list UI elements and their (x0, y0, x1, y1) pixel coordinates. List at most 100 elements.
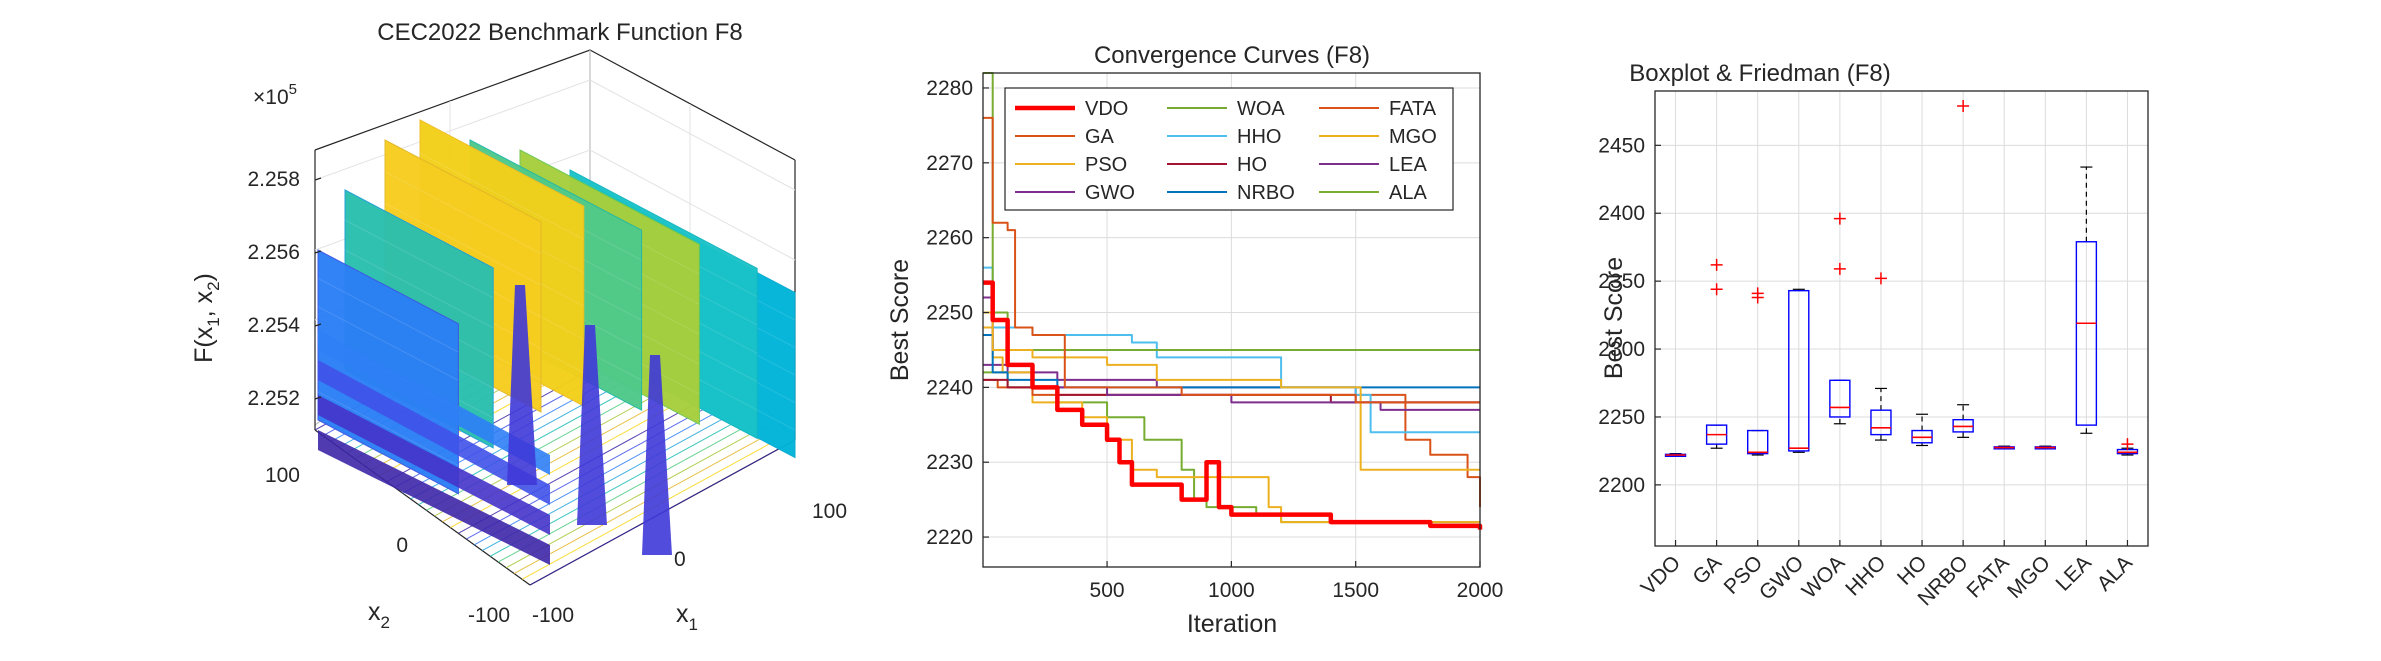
surface-band (317, 391, 459, 466)
surface-z-ticks: 2.258 2.256 2.254 2.252 (247, 168, 322, 410)
y-tick-label: 2350 (1598, 270, 1645, 293)
convergence-y-label: Best Score (886, 259, 914, 381)
y-tick-label: 2300 (1598, 338, 1645, 361)
z-tick: 2.252 (247, 387, 300, 410)
y-tick-label: 2220 (926, 526, 973, 549)
y-tick-label: 2240 (926, 376, 973, 399)
legend-label: ALA (1389, 182, 1427, 204)
boxplot-grid (1655, 91, 2148, 546)
surface-base-band (318, 360, 550, 505)
x-tick-label: GWO (1755, 551, 1808, 604)
y-tick-label: 2280 (926, 77, 973, 100)
contour-line (489, 413, 751, 557)
legend-label: GWO (1085, 182, 1135, 204)
x-tick-label: FATA (1963, 551, 2014, 602)
surface-trough (577, 325, 607, 525)
surface-title: CEC2022 Benchmark Function F8 (377, 19, 743, 46)
surface-base-band (318, 330, 550, 475)
x-tick-label: HHO (1841, 551, 1890, 600)
contour-line (505, 425, 767, 569)
series-line-pso (983, 311, 1480, 471)
legend-label: NRBO (1237, 182, 1295, 204)
x-tick-label: VDO (1637, 551, 1685, 599)
surface-x1-label: x1 (676, 600, 698, 634)
legend-label: PSO (1085, 154, 1127, 176)
y-tick-label: 2200 (1598, 474, 1645, 497)
y-tick-label: 2270 (926, 152, 973, 175)
surface-band (384, 202, 542, 286)
outlier-marker (1710, 258, 1723, 271)
legend-label: WOA (1237, 98, 1285, 120)
surface-band (419, 152, 585, 240)
legend-label: MGO (1389, 126, 1437, 148)
x2-tick: 100 (265, 464, 300, 487)
surface-trough (642, 355, 672, 555)
series-line-ga (983, 116, 1480, 404)
outlier-marker (1957, 99, 1970, 112)
outlier-marker (1874, 272, 1887, 285)
surface-mesh (317, 119, 796, 565)
x-tick-label: LEA (2052, 551, 2096, 595)
x2-tick: 0 (396, 534, 408, 557)
x-tick-label: 1500 (1332, 579, 1379, 602)
boxplot-title: Boxplot & Friedman (F8) (1629, 60, 1890, 87)
y-tick-label: 2250 (926, 302, 973, 325)
y-tick-label: 2450 (1598, 134, 1645, 157)
contour-line (513, 430, 775, 574)
box-hho (1870, 409, 1892, 436)
z-tick: 2.258 (247, 168, 300, 191)
surface-z-label: F(x1, x2) (190, 273, 223, 363)
legend-label: HO (1237, 154, 1267, 176)
box-gwo (1788, 289, 1810, 452)
x1-tick: -100 (532, 604, 574, 627)
contour-line (497, 419, 759, 563)
surface-band (384, 171, 542, 255)
contour-line (474, 402, 735, 546)
outlier-marker (1833, 212, 1846, 225)
legend-label: FATA (1389, 98, 1437, 120)
x-tick-label: 2000 (1457, 579, 1504, 602)
box-woa (1829, 379, 1851, 418)
x-tick-label: MGO (2003, 551, 2055, 603)
y-tick-label: 2400 (1598, 202, 1645, 225)
surface-panel: CEC2022 Benchmark Function F8 2.258 2.25 (190, 19, 847, 634)
z-tick: 2.254 (247, 314, 300, 337)
x1-tick: 0 (674, 548, 686, 571)
y-tick-label: 2230 (926, 451, 973, 474)
series-line-mgo (983, 326, 1480, 524)
x2-tick: -100 (468, 604, 510, 627)
surface-trough (507, 285, 537, 485)
convergence-x-label: Iteration (1187, 610, 1277, 638)
box-pso (1747, 429, 1769, 455)
outlier-marker (2121, 438, 2134, 451)
surface-band (344, 219, 494, 299)
contour-line (481, 408, 743, 551)
boxplot-plot-frame (1654, 90, 2149, 547)
legend-label: LEA (1389, 154, 1427, 176)
boxplot-panel: Boxplot & Friedman (F8) 2200 2250 2300 2350… (1598, 60, 2149, 610)
surface-base-band (318, 430, 550, 565)
surface-band (344, 249, 494, 329)
legend-label: VDO (1085, 98, 1128, 120)
outlier-marker (1833, 262, 1846, 275)
x1-tick: 100 (812, 500, 847, 523)
convergence-panel: Convergence Curves (F8) 500 1000 1500 2000 2… (886, 42, 1503, 638)
convergence-legend: VDO GA PSO GWO WOA HHO HO NRBO FATA MGO LEA ALA (1004, 87, 1454, 211)
surface-band (317, 277, 459, 353)
surface-band (317, 306, 459, 381)
x-tick-label: WOA (1798, 551, 1850, 603)
x-tick-label: 1000 (1208, 579, 1255, 602)
legend-label: HHO (1237, 126, 1281, 148)
series-line-vdo (983, 280, 1483, 530)
boxplot-y-label: Best Score (1600, 257, 1628, 379)
x-tick-label: ALA (2093, 551, 2137, 595)
surface-base-band (318, 395, 550, 535)
convergence-ticks: 500 1000 1500 2000 2220 2230 2240 2250 2260 2270 2… (926, 77, 1503, 602)
x-tick-label: 500 (1090, 579, 1125, 602)
outlier-marker (1710, 283, 1723, 296)
y-tick-label: 2250 (1598, 406, 1645, 429)
boxplot-boxes (1664, 99, 2139, 458)
surface-x2-label: x2 (368, 598, 390, 632)
